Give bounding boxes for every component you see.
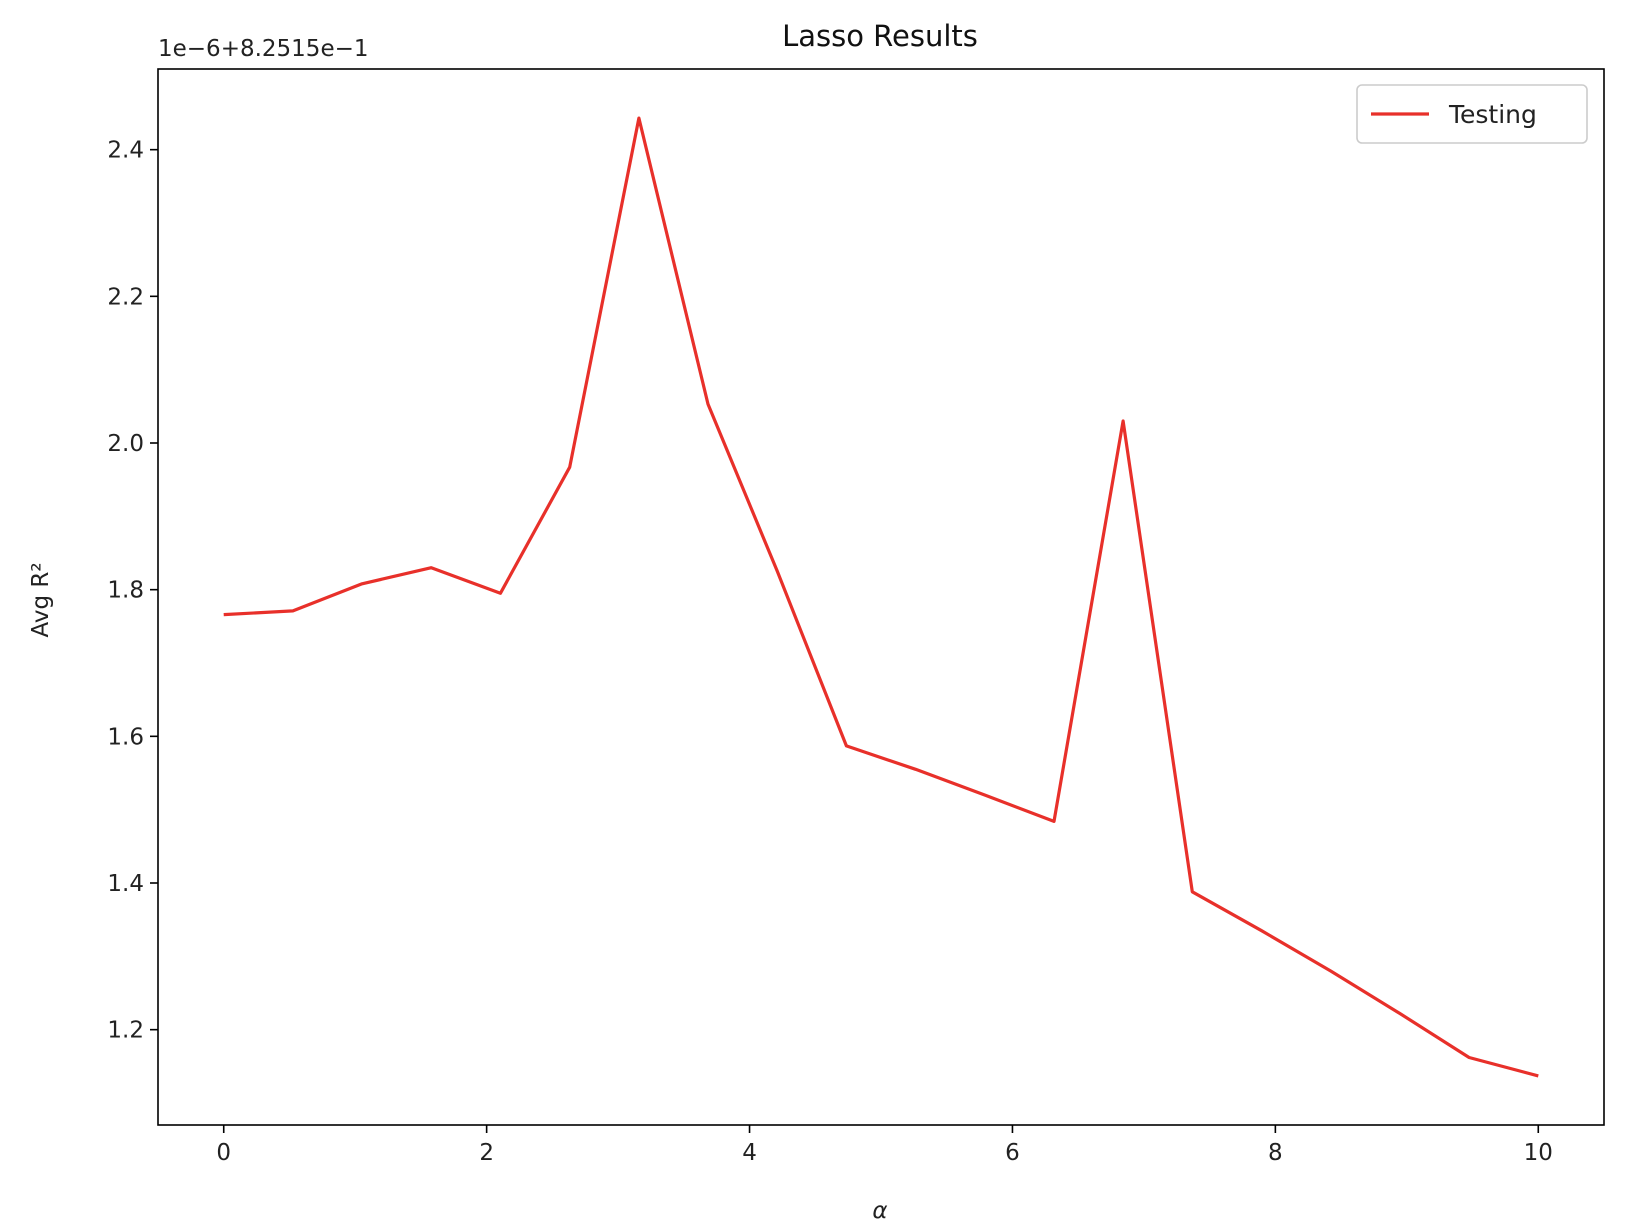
y-tick-label: 2.4 <box>107 138 144 164</box>
y-tick-label: 1.6 <box>107 724 144 750</box>
y-axis-label: Avg R² <box>28 562 54 637</box>
legend: Testing <box>1356 84 1588 144</box>
x-axis: 0 2 4 6 8 10 <box>216 1125 1553 1166</box>
plot-area <box>157 68 1605 1126</box>
x-tick-label: 4 <box>742 1140 757 1166</box>
series-layer <box>223 116 1539 1078</box>
y-tick-label: 2.2 <box>107 284 144 310</box>
legend-box <box>1356 84 1588 144</box>
legend-label: Testing <box>1448 100 1537 129</box>
y-tick-label: 1.8 <box>107 578 144 604</box>
y-axis-offset-text: 1e−6+8.2515e−1 <box>158 36 369 62</box>
x-tick-label: 6 <box>1005 1140 1020 1166</box>
chart-title: Lasso Results <box>782 19 978 53</box>
y-axis: 1.2 1.4 1.6 1.8 2.0 2.2 2.4 <box>107 138 158 1044</box>
x-tick-label: 8 <box>1268 1140 1283 1166</box>
y-tick-label: 2.0 <box>107 431 144 457</box>
series-line-testing <box>223 116 1539 1078</box>
x-axis-label: α <box>872 1198 887 1224</box>
x-tick-label: 0 <box>216 1140 231 1166</box>
y-tick-label: 1.4 <box>107 871 144 897</box>
x-tick-label: 2 <box>479 1140 494 1166</box>
y-tick-label: 1.2 <box>107 1018 144 1044</box>
x-tick-label: 10 <box>1524 1140 1553 1166</box>
plot-frame <box>157 68 1605 1126</box>
